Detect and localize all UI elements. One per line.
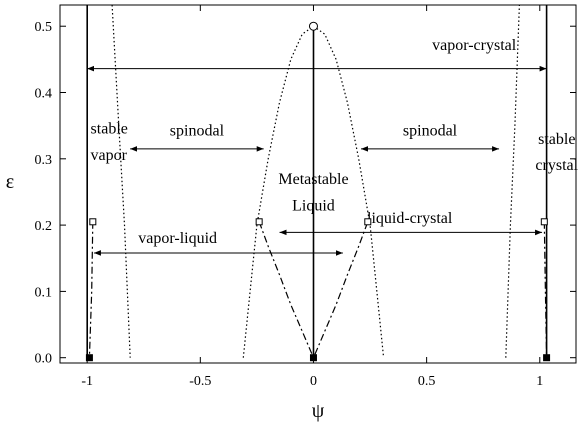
- x-tick-label: -0.5: [189, 374, 211, 389]
- region-annotation: stable: [538, 131, 575, 148]
- filled-square-marker: [543, 354, 551, 362]
- open-square-marker: [89, 218, 97, 226]
- markers-group: [85, 21, 551, 362]
- filled-square-marker: [309, 354, 317, 362]
- region-annotation: stable: [91, 121, 128, 138]
- arrow-label: spinodal: [170, 123, 225, 140]
- series-line-dotted: [111, 4, 131, 358]
- y-tick-label: 0.1: [35, 285, 53, 300]
- y-tick-label: 0.4: [35, 87, 53, 102]
- annotations-group: stable vapor stable crystal Metastable Liquid: [91, 121, 579, 215]
- arrow-label: liquid-crystal: [367, 210, 453, 227]
- y-tick-label: 0.3: [35, 153, 53, 168]
- arrow-label: vapor-crystal: [432, 37, 517, 54]
- region-annotation: Metastable: [278, 171, 348, 188]
- y-tick-label: 0.0: [35, 352, 53, 367]
- arrow-label: spinodal: [403, 123, 458, 140]
- axis-ticks: -1 -0.5 0 0.5 1 0.0 0.1 0.2 0.3 0.4 0.5: [35, 5, 576, 389]
- open-square-marker: [540, 218, 548, 226]
- x-tick-label: 1: [536, 374, 543, 389]
- y-axis-title: ε: [6, 171, 14, 193]
- y-tick-label: 0.5: [35, 20, 53, 35]
- region-annotation: Liquid: [292, 198, 335, 215]
- x-tick-label: 0.5: [418, 374, 436, 389]
- filled-square-marker: [85, 354, 93, 362]
- x-tick-label: -1: [81, 374, 93, 389]
- open-square-marker: [364, 218, 372, 226]
- open-circle-marker: [308, 21, 318, 31]
- open-square-marker: [255, 218, 263, 226]
- series-line-dashdot: [88, 221, 94, 358]
- plot-frame: [59, 4, 577, 364]
- arrow-label: vapor-liquid: [138, 230, 217, 247]
- arrows-group: vapor-crystal spinodal spinodal vapor-liqui…: [87, 37, 547, 256]
- region-annotation: crystal: [535, 157, 578, 174]
- region-annotation: vapor: [91, 147, 128, 164]
- y-tick-label: 0.2: [35, 219, 53, 234]
- series-line-dotted: [505, 4, 520, 358]
- x-axis-title: ψ: [312, 400, 325, 422]
- x-tick-label: 0: [310, 374, 317, 389]
